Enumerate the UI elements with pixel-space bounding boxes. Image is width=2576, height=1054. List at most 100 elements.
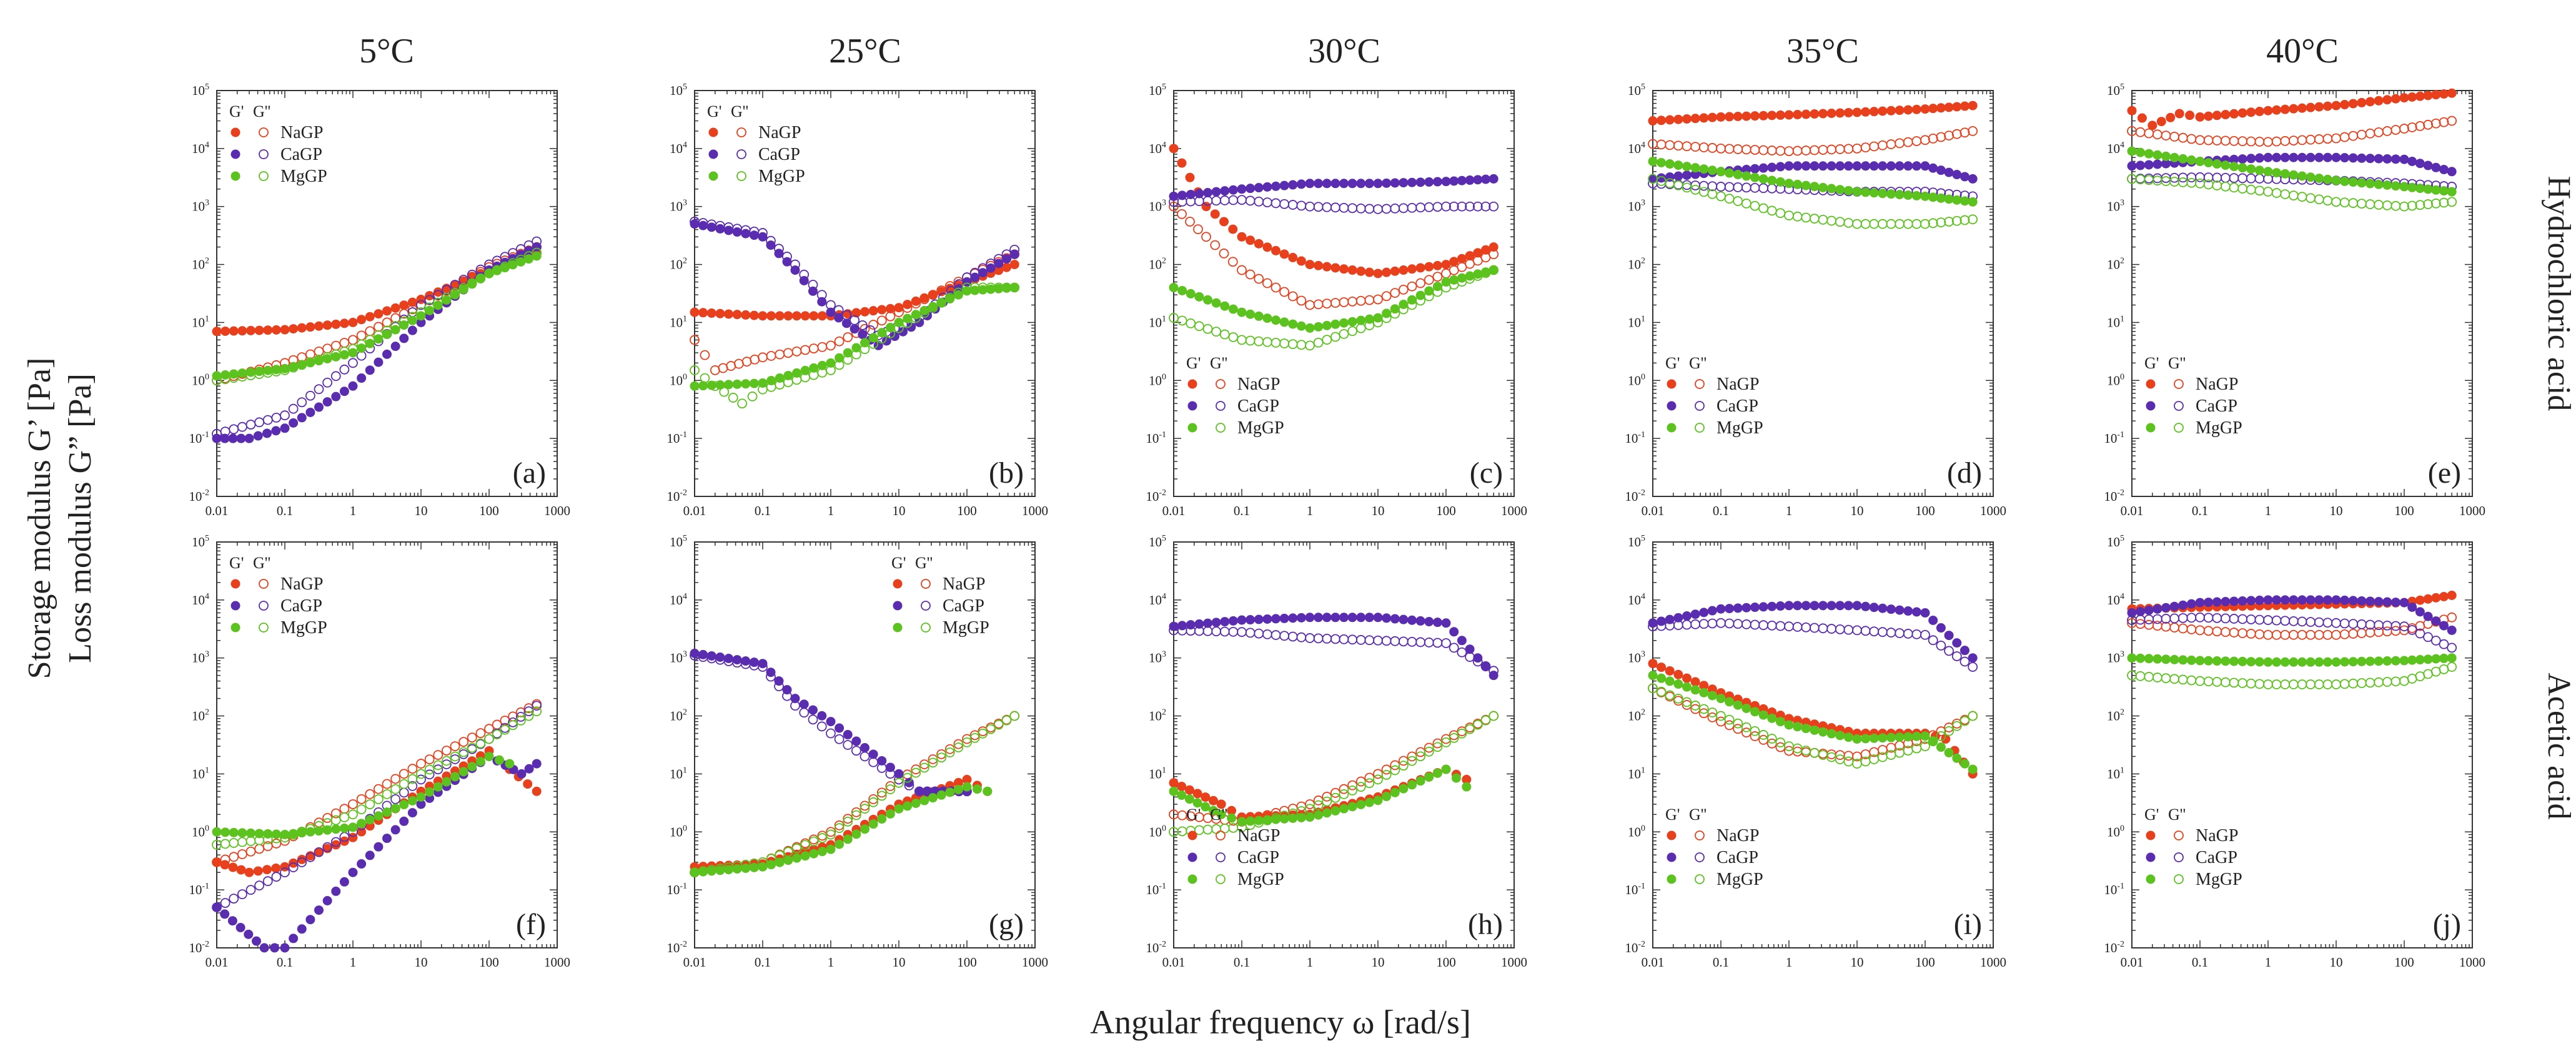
- data-point: [508, 248, 518, 258]
- data-point: [2212, 613, 2222, 623]
- data-point: [2447, 625, 2457, 635]
- titles-layer: 5°C 25°C 30°C 35°C 40°C Hydrochloric aci…: [22, 32, 2576, 1041]
- data-point: [1355, 295, 1366, 306]
- data-point: [2289, 104, 2299, 114]
- data-point: [2280, 169, 2290, 179]
- data-point: [407, 325, 417, 335]
- data-point: [399, 333, 409, 343]
- data-point: [2407, 655, 2417, 665]
- data-point: [2340, 153, 2350, 163]
- data-point: [237, 837, 247, 847]
- data-point: [365, 312, 375, 322]
- data-point: [1944, 217, 1954, 227]
- data-point: [1457, 647, 1467, 658]
- data-point: [2254, 629, 2265, 639]
- data-point: [1169, 283, 1179, 293]
- data-point: [532, 759, 542, 769]
- data-point: [1810, 109, 1820, 119]
- data-point: [2382, 620, 2392, 631]
- data-point: [1818, 601, 1828, 611]
- data-point: [1193, 224, 1203, 235]
- data-point: [229, 326, 239, 336]
- y-tick-label: 101: [1628, 766, 1645, 781]
- data-point: [330, 808, 341, 819]
- data-point: [1928, 192, 1938, 202]
- series-mggp-gdoubleprime: [1169, 711, 1499, 837]
- data-point: [2177, 132, 2188, 143]
- data-point: [1169, 786, 1179, 796]
- y-tick-label: 104: [670, 592, 687, 608]
- data-point: [262, 876, 273, 887]
- data-point: [1287, 631, 1298, 642]
- data-point: [2356, 129, 2367, 140]
- data-point: [1792, 622, 1803, 632]
- data-point: [2186, 177, 2197, 188]
- data-point: [1690, 619, 1701, 629]
- legend-header-gdoubleprime: G'': [1210, 805, 1227, 824]
- data-point: [1390, 266, 1400, 276]
- x-tick-label: 0.1: [1713, 955, 1729, 970]
- x-tick-label: 10: [1372, 955, 1385, 970]
- legend-marker-open: [921, 601, 931, 611]
- data-point: [1432, 768, 1442, 778]
- data-point: [766, 235, 776, 246]
- data-point: [1407, 202, 1417, 213]
- data-point: [1911, 219, 1922, 229]
- data-point: [339, 338, 350, 348]
- data-point: [220, 827, 230, 837]
- data-point: [2220, 677, 2231, 687]
- data-point: [330, 815, 341, 825]
- data-point: [2357, 153, 2367, 163]
- data-point: [1382, 178, 1392, 188]
- data-point: [2289, 170, 2299, 180]
- y-tick-label: 103: [2107, 199, 2124, 214]
- data-point: [2431, 593, 2441, 603]
- data-point: [1339, 297, 1349, 307]
- data-point: [2322, 134, 2333, 144]
- data-point: [1347, 296, 1358, 307]
- data-point: [2137, 113, 2147, 123]
- data-point: [356, 330, 367, 341]
- data-point: [2263, 106, 2273, 116]
- data-point: [2322, 101, 2332, 111]
- data-point: [833, 305, 844, 315]
- data-point: [515, 712, 526, 722]
- data-point: [1202, 323, 1213, 334]
- data-point: [2237, 628, 2248, 638]
- data-point: [2431, 162, 2441, 172]
- data-point: [953, 287, 964, 298]
- legend-marker-filled: [1667, 379, 1677, 389]
- data-point: [1818, 182, 1828, 192]
- data-point: [1424, 617, 1434, 627]
- data-point: [2340, 657, 2350, 667]
- data-point: [800, 345, 811, 355]
- data-point: [390, 784, 401, 794]
- data-point: [1202, 824, 1213, 835]
- data-point: [1750, 603, 1760, 613]
- data-point: [834, 336, 845, 347]
- x-tick-label: 1000: [2459, 503, 2485, 518]
- legend-marker-open: [2174, 830, 2184, 840]
- data-point: [1288, 180, 1298, 190]
- legend-header-gprime: G': [2144, 354, 2159, 372]
- data-point: [1330, 613, 1340, 623]
- data-point: [1952, 638, 1962, 648]
- series-mggp-gdoubleprime: [2127, 662, 2457, 689]
- legend-header-gprime: G': [1186, 354, 1201, 372]
- data-point: [2271, 136, 2282, 147]
- data-point: [322, 343, 333, 354]
- y-tick-label: 105: [1149, 534, 1166, 549]
- data-point: [1733, 718, 1743, 729]
- legend-label: NaGP: [1717, 375, 1759, 394]
- series-cagp-gprime: [690, 648, 972, 796]
- data-point: [492, 255, 502, 266]
- data-point: [868, 757, 879, 767]
- data-point: [297, 857, 307, 867]
- data-point: [399, 787, 409, 798]
- data-point: [1869, 603, 1879, 613]
- data-point: [1944, 726, 1954, 736]
- data-point: [1784, 110, 1794, 120]
- data-point: [1968, 214, 1978, 225]
- data-point: [826, 829, 836, 840]
- legend-marker-filled: [893, 579, 903, 589]
